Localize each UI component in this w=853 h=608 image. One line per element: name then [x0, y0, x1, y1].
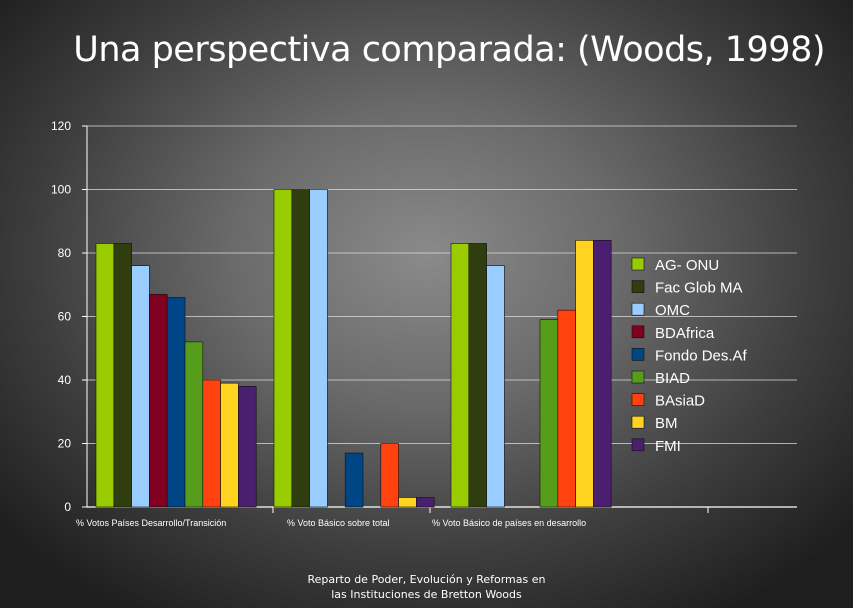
legend-swatch — [631, 415, 645, 429]
bar — [450, 243, 470, 508]
bar — [593, 240, 612, 508]
y-tick-label: 0 — [64, 500, 71, 514]
legend-label: AG- ONU — [655, 257, 719, 274]
bar — [202, 379, 221, 508]
legend-label: OMC — [655, 302, 690, 319]
legend-label: BAsiaD — [655, 393, 705, 410]
legend-swatch — [631, 325, 645, 339]
bar — [575, 240, 594, 508]
x-category-label: % Voto Básico de países en desarrollo — [432, 518, 586, 528]
x-category-label: % Votos Países Desarrollo/Transición — [76, 518, 226, 528]
bar — [238, 386, 257, 508]
footer-line-1: Reparto de Poder, Evolución y Reformas e… — [307, 573, 546, 586]
bar — [184, 341, 204, 508]
y-tick-label: 80 — [58, 246, 72, 260]
y-tick-label: 100 — [51, 183, 71, 197]
slide-footer: Reparto de Poder, Evolución y Reformas e… — [0, 572, 853, 602]
y-tick-label: 120 — [51, 119, 71, 133]
bar — [557, 309, 576, 508]
bar — [166, 297, 186, 508]
bar — [539, 319, 559, 508]
legend-label: Fac Glob MA — [655, 280, 743, 297]
legend-swatch — [631, 348, 645, 361]
bar — [398, 497, 417, 508]
bar — [309, 189, 328, 508]
bar — [149, 293, 168, 508]
bar — [416, 497, 435, 508]
bar — [486, 265, 505, 508]
footer-line-2: las Instituciones de Bretton Woods — [331, 588, 522, 601]
bar — [131, 265, 150, 508]
y-tick-label: 60 — [58, 310, 72, 324]
legend-label: BDAfrica — [655, 325, 715, 342]
bar — [291, 189, 310, 508]
bar — [220, 382, 239, 508]
slide-title: Una perspectiva comparada: (Woods, 1998) — [73, 30, 825, 70]
legend-swatch — [631, 438, 645, 452]
bar — [273, 189, 293, 508]
legend-label: BIAD — [655, 370, 690, 387]
legend-swatch — [631, 370, 645, 384]
bar — [113, 243, 132, 508]
legend-swatch — [631, 257, 645, 271]
x-category-label: % Voto Básico sobre total — [287, 518, 390, 528]
bar — [468, 243, 487, 508]
legend-swatch — [631, 393, 645, 406]
y-tick-label: 40 — [58, 373, 72, 387]
bar — [95, 243, 115, 508]
y-tick-label: 20 — [58, 437, 72, 451]
bar — [380, 443, 399, 508]
legend-swatch — [631, 280, 645, 293]
legend-label: BM — [655, 415, 678, 432]
legend-label: Fondo Des.Af — [655, 347, 748, 364]
legend-swatch — [631, 302, 645, 316]
legend-label: FMI — [655, 438, 681, 455]
bar — [344, 452, 364, 508]
